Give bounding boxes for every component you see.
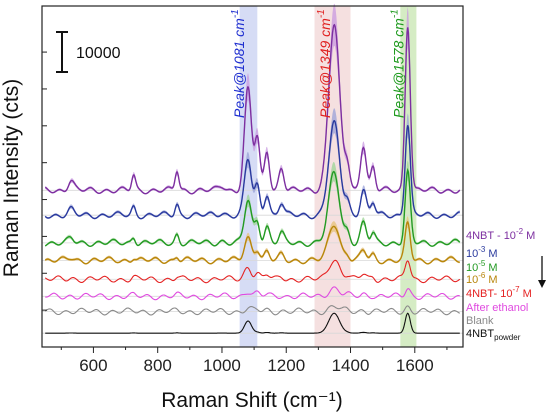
series-line-5 [45,286,460,301]
x-tick-label-0: 600 [79,356,107,375]
series-label-name: 10 [466,248,478,260]
axes: 600 800 1000 1200 1400 1600 [42,51,448,375]
x-axis-title: Raman Shift (cm⁻¹) [161,389,342,412]
series-label-name: 10 [466,262,478,274]
plot-frame [41,5,464,348]
series-label-name: 4NBT [466,328,494,340]
peak-label-sup: -1 [390,9,401,18]
series-label-suffix: M [485,248,497,260]
scale-bar-label: 10000 [76,45,121,62]
series-label-name: 4NBT- 10 [466,288,512,300]
series-line-3 [44,220,460,265]
series-line-1 [44,119,460,220]
series-label-sup: -7 [512,285,520,294]
series-label-name: After ethanol [466,302,528,314]
series-label-3: 10-6 M [466,271,498,286]
series-label-0: 4NBT - 10-2 M [466,227,535,242]
series-label-sub: powder [494,333,521,342]
series-label-sup: -2 [516,227,524,236]
series-label-suffix: M [520,288,532,300]
series-lines [44,3,461,334]
peak-label-2: Peak@1578 cm-1 [390,9,407,118]
scale-bar: 10000 [56,31,121,73]
x-tick-label-5: 1600 [396,356,434,375]
series-line-4 [44,259,461,284]
series-label-sup: -6 [478,271,486,280]
arrow-head [538,280,546,288]
series-label-5: After ethanol [466,302,528,314]
series-label-suffix: M [485,262,497,274]
series-label-suffix: M [485,274,497,286]
series-label-1: 10-3 M [466,245,498,260]
series-label-name: 10 [466,274,478,286]
series-line-2 [44,167,461,248]
series-label-7: 4NBTpowder [466,328,521,342]
peak-label-sup: -1 [316,9,327,18]
series-label-2: 10-5 M [466,259,498,274]
x-tick-label-3: 1200 [267,356,305,375]
decreasing-arrow [538,256,546,288]
series-label-4: 4NBT- 10-7 M [466,285,532,300]
peak-label-1: Peak@1349 cm-1 [316,9,333,118]
series-label-sup: -5 [478,259,486,268]
series-line-6 [44,305,461,316]
series-label-name: 4NBT - 10 [466,230,516,242]
series-label-6: Blank [466,315,494,327]
series-label-sup: -3 [478,245,486,254]
x-tick-label-4: 1400 [332,356,370,375]
peak-label-0: Peak@1081 cm-1 [230,9,247,118]
peak-label-text: Peak@1578 cm [391,18,407,118]
peak-band-0 [239,6,258,347]
series-line-7 [45,312,460,334]
series-label-name: Blank [466,315,494,327]
series-line-0 [44,23,461,195]
series-label-suffix: M [523,230,535,242]
x-tick-label-2: 1000 [203,356,241,375]
peak-label-sup: -1 [230,9,241,18]
peak-label-text: Peak@1349 cm [317,18,333,118]
x-tick-label-1: 800 [144,356,172,375]
peak-label-text: Peak@1081 cm [231,18,247,118]
y-axis-title: Raman Intensity (cts) [0,79,23,277]
series-band-3 [45,216,460,265]
